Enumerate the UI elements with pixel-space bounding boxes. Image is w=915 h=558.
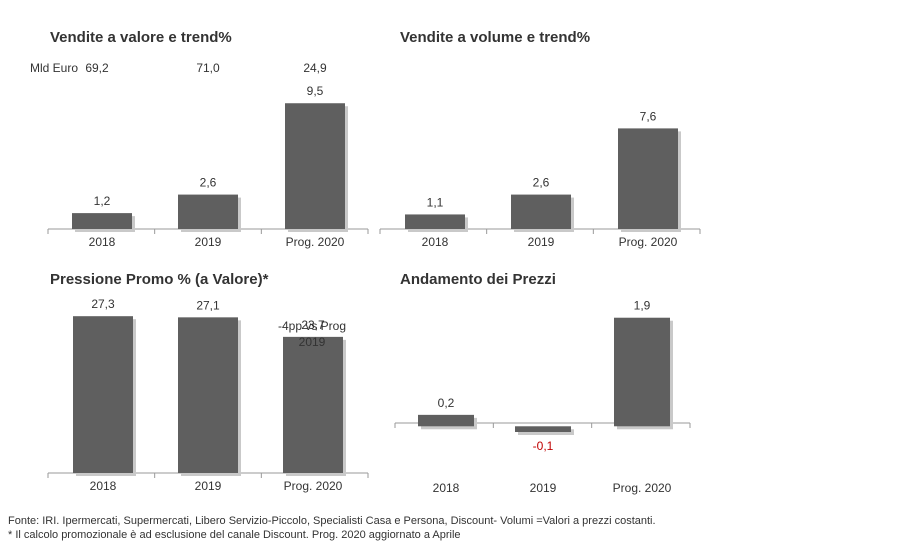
- chart-title: Vendite a valore e trend%: [50, 29, 232, 46]
- bar-prog-2020: [285, 103, 345, 229]
- data-label: 2,6: [533, 176, 550, 190]
- bar-2019: [511, 194, 571, 229]
- data-label: 27,1: [196, 298, 220, 312]
- data-label: 0,2: [438, 396, 455, 410]
- data-label: -0,1: [533, 439, 554, 453]
- chart-title: Vendite a volume e trend%: [400, 29, 590, 46]
- data-label: 7,6: [640, 109, 657, 123]
- bar-2018: [418, 414, 474, 427]
- data-label: 1,2: [94, 194, 111, 208]
- data-label: 1,9: [634, 299, 651, 313]
- bar-2019: [178, 317, 238, 473]
- header-value: 69,2: [85, 61, 109, 75]
- category-label: Prog. 2020: [286, 235, 345, 249]
- bar-shadow: [518, 429, 574, 435]
- chart-panel-4: Andamento dei Prezzi 0,2 2018 -0,1 2019 1,9 Pr…: [394, 271, 691, 495]
- category-label: 2019: [530, 481, 557, 495]
- charts-canvas: Vendite a valore e trend% 1,2 2018 2,6 2019 9…: [30, 29, 701, 495]
- data-label: 2,6: [200, 176, 217, 190]
- chart-panel-1: Vendite a valore e trend% 1,2 2018 2,6 2019 9…: [30, 29, 369, 249]
- chart-panel-3: Pressione Promo % (a Valore)* 27,3 2018 27,…: [47, 271, 369, 493]
- bar-prog-2020: [283, 336, 343, 473]
- bar-2019: [515, 426, 571, 432]
- category-label: Prog. 2020: [619, 235, 678, 249]
- footnote-promo: * Il calcolo promozionale è ad esclusion…: [8, 529, 461, 541]
- annotation-text: -4pp vs Prog: [278, 319, 346, 333]
- data-label: 1,1: [427, 195, 444, 209]
- chart-panel-2: Vendite a volume e trend% 1,1 2018 2,6 2019 7…: [379, 29, 701, 249]
- category-label: 2018: [90, 479, 117, 493]
- header-value: 71,0: [196, 61, 220, 75]
- chart-title: Andamento dei Prezzi: [400, 271, 556, 288]
- category-label: 2018: [422, 235, 449, 249]
- data-label: 9,5: [307, 84, 324, 98]
- bar-prog-2020: [614, 317, 670, 427]
- category-label: Prog. 2020: [613, 481, 672, 495]
- category-label: 2019: [195, 235, 222, 249]
- annotation-text: 2019: [299, 335, 326, 349]
- footnote-source: Fonte: IRI. Ipermercati, Supermercati, L…: [8, 515, 656, 527]
- bar-2019: [178, 194, 238, 229]
- bar-2018: [72, 213, 132, 229]
- category-label: 2019: [528, 235, 555, 249]
- category-label: 2019: [195, 479, 222, 493]
- bar-prog-2020: [618, 128, 678, 229]
- category-label: 2018: [433, 481, 460, 495]
- header-unit-label: Mld Euro: [30, 61, 78, 75]
- category-label: Prog. 2020: [284, 479, 343, 493]
- header-value: 24,9: [303, 61, 327, 75]
- bar-2018: [73, 316, 133, 473]
- data-label: 27,3: [91, 297, 115, 311]
- data-label: 23,7: [301, 318, 325, 332]
- category-label: 2018: [89, 235, 116, 249]
- chart-title: Pressione Promo % (a Valore)*: [50, 271, 269, 288]
- bar-2018: [405, 214, 465, 229]
- footnotes: Fonte: IRI. Ipermercati, Supermercati, L…: [8, 514, 656, 542]
